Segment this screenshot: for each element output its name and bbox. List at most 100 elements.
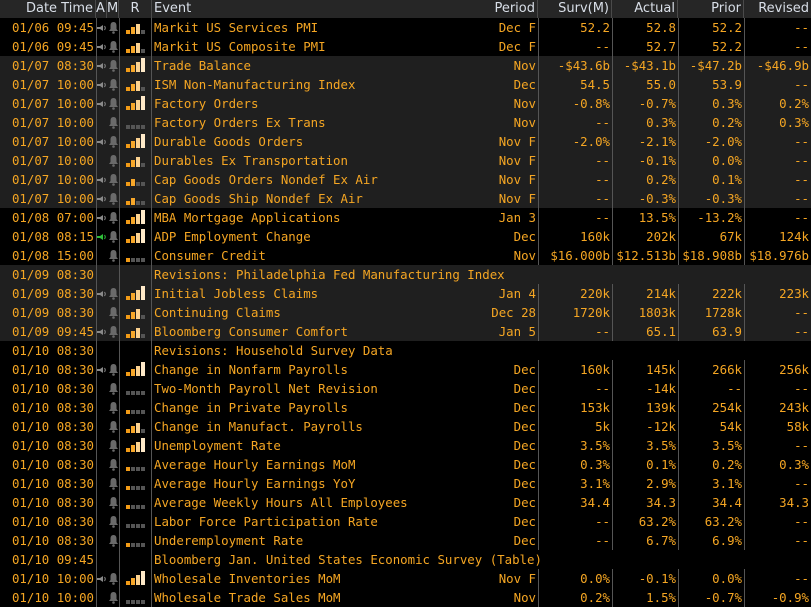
col-header-monitor[interactable]: M xyxy=(107,0,119,18)
event-name[interactable]: ADP Employment Change xyxy=(154,229,311,244)
table-row[interactable]: 01/09 08:30 Revisions: Philadelphia Fed M… xyxy=(0,265,811,284)
col-header-alert[interactable]: A xyxy=(96,0,107,18)
event-name[interactable]: Bloomberg Consumer Comfort xyxy=(154,324,348,339)
event-name[interactable]: Bloomberg Jan. United States Economic Su… xyxy=(154,552,542,567)
event-name[interactable]: MBA Mortgage Applications xyxy=(154,210,341,225)
table-row[interactable]: 01/10 08:30 Average Weekly Hours All Empl… xyxy=(0,493,811,512)
table-row[interactable]: 01/10 08:30 Change in Nonfarm Payrolls Dec… xyxy=(0,360,811,379)
bell-icon[interactable] xyxy=(107,322,119,341)
event-name[interactable]: Revisions: Philadelphia Fed Manufacturin… xyxy=(154,267,505,282)
table-row[interactable]: 01/08 08:15 ADP Employment Change Dec 160k 2… xyxy=(0,227,811,246)
bell-icon[interactable] xyxy=(107,132,119,151)
event-name[interactable]: Trade Balance xyxy=(154,58,251,73)
speaker-icon[interactable] xyxy=(96,56,107,75)
speaker-icon[interactable] xyxy=(96,227,107,246)
bell-icon[interactable] xyxy=(107,75,119,94)
event-name[interactable]: Average Hourly Earnings YoY xyxy=(154,476,356,491)
event-name[interactable]: Consumer Credit xyxy=(154,248,266,263)
speaker-icon[interactable] xyxy=(96,436,107,455)
event-name[interactable]: Durable Goods Orders xyxy=(154,134,304,149)
speaker-icon[interactable] xyxy=(96,208,107,227)
table-row[interactable]: 01/07 10:00 ISM Non-Manufacturing Index De… xyxy=(0,75,811,94)
table-row[interactable]: 01/07 10:00 Cap Goods Orders Nondef Ex Ai… xyxy=(0,170,811,189)
table-row[interactable]: 01/10 08:30 Average Hourly Earnings YoY De… xyxy=(0,474,811,493)
speaker-icon[interactable] xyxy=(96,531,107,550)
speaker-icon[interactable] xyxy=(96,512,107,531)
table-row[interactable]: 01/10 08:30 Revisions: Household Survey D… xyxy=(0,341,811,360)
event-name[interactable]: Revisions: Household Survey Data xyxy=(154,343,393,358)
speaker-icon[interactable] xyxy=(96,303,107,322)
table-row[interactable]: 01/10 08:30 Unemployment Rate Dec 3.5% 3.5% 3… xyxy=(0,436,811,455)
table-row[interactable]: 01/10 08:30 Change in Private Payrolls Dec… xyxy=(0,398,811,417)
col-header-revised[interactable]: Revised xyxy=(758,1,809,16)
bell-icon[interactable] xyxy=(107,360,119,379)
speaker-icon[interactable] xyxy=(96,417,107,436)
speaker-icon[interactable] xyxy=(96,284,107,303)
table-row[interactable]: 01/07 10:00 Durables Ex Transportation Nov… xyxy=(0,151,811,170)
table-row[interactable]: 01/10 08:30 Underemployment Rate Dec -- 6.7%… xyxy=(0,531,811,550)
speaker-icon[interactable] xyxy=(96,37,107,56)
bell-icon[interactable] xyxy=(107,151,119,170)
bell-icon[interactable] xyxy=(107,474,119,493)
table-row[interactable]: 01/09 09:45 Bloomberg Consumer Comfort Jan… xyxy=(0,322,811,341)
col-header-period[interactable]: Period xyxy=(480,0,538,18)
col-header-relevance[interactable]: R xyxy=(119,0,152,18)
speaker-icon[interactable] xyxy=(96,398,107,417)
speaker-icon[interactable] xyxy=(96,94,107,113)
bell-icon[interactable] xyxy=(107,417,119,436)
bell-icon[interactable] xyxy=(107,493,119,512)
table-row[interactable]: 01/07 10:00 Factory Orders Ex Trans Nov -- 0… xyxy=(0,113,811,132)
speaker-icon[interactable] xyxy=(96,569,107,588)
speaker-icon[interactable] xyxy=(96,170,107,189)
event-name[interactable]: Change in Nonfarm Payrolls xyxy=(154,362,348,377)
speaker-icon[interactable] xyxy=(96,379,107,398)
event-name[interactable]: ISM Non-Manufacturing Index xyxy=(154,77,356,92)
bell-icon[interactable] xyxy=(107,113,119,132)
event-name[interactable]: Markit US Composite PMI xyxy=(154,39,326,54)
bell-icon[interactable] xyxy=(107,227,119,246)
table-row[interactable]: 01/10 09:45 Bloomberg Jan. United States … xyxy=(0,550,811,569)
event-name[interactable]: Average Hourly Earnings MoM xyxy=(154,457,356,472)
table-row[interactable]: 01/10 08:30 Labor Force Participation Rat… xyxy=(0,512,811,531)
bell-icon[interactable] xyxy=(107,189,119,208)
event-name[interactable]: Underemployment Rate xyxy=(154,533,304,548)
event-name[interactable]: Markit US Services PMI xyxy=(154,20,319,35)
speaker-icon[interactable] xyxy=(96,18,107,37)
bell-icon[interactable] xyxy=(107,246,119,265)
bell-icon[interactable] xyxy=(107,379,119,398)
table-row[interactable]: 01/07 10:00 Cap Goods Ship Nondef Ex Air N… xyxy=(0,189,811,208)
event-name[interactable]: Two-Month Payroll Net Revision xyxy=(154,381,378,396)
speaker-icon[interactable] xyxy=(96,360,107,379)
event-name[interactable]: Wholesale Trade Sales MoM xyxy=(154,590,341,605)
event-name[interactable]: Initial Jobless Claims xyxy=(154,286,319,301)
event-name[interactable]: Factory Orders Ex Trans xyxy=(154,115,326,130)
table-row[interactable]: 01/09 08:30 Initial Jobless Claims Jan 4 22… xyxy=(0,284,811,303)
bell-icon[interactable] xyxy=(107,455,119,474)
speaker-icon[interactable] xyxy=(96,113,107,132)
bell-icon[interactable] xyxy=(107,94,119,113)
table-row[interactable]: 01/10 10:00 Wholesale Inventories MoM Nov … xyxy=(0,569,811,588)
table-row[interactable]: 01/08 07:00 MBA Mortgage Applications Jan … xyxy=(0,208,811,227)
event-name[interactable]: Change in Manufact. Payrolls xyxy=(154,419,363,434)
col-header-event[interactable]: Event xyxy=(154,1,192,16)
table-row[interactable]: 01/07 10:00 Factory Orders Nov -0.8% -0.7% 0.… xyxy=(0,94,811,113)
col-header-actual[interactable]: Actual xyxy=(612,0,678,18)
table-row[interactable]: 01/07 10:00 Durable Goods Orders Nov F -2.0… xyxy=(0,132,811,151)
col-header-date-time[interactable]: Date Time xyxy=(0,0,96,18)
speaker-icon[interactable] xyxy=(96,246,107,265)
speaker-icon[interactable] xyxy=(96,588,107,607)
event-name[interactable]: Wholesale Inventories MoM xyxy=(154,571,341,586)
table-row[interactable]: 01/09 08:30 Continuing Claims Dec 28 1720k 1… xyxy=(0,303,811,322)
bell-icon[interactable] xyxy=(107,37,119,56)
speaker-icon[interactable] xyxy=(96,75,107,94)
bell-icon[interactable] xyxy=(107,170,119,189)
event-name[interactable]: Cap Goods Orders Nondef Ex Air xyxy=(154,172,378,187)
table-row[interactable]: 01/10 08:30 Change in Manufact. Payrolls D… xyxy=(0,417,811,436)
bell-icon[interactable] xyxy=(107,284,119,303)
speaker-icon[interactable] xyxy=(96,474,107,493)
speaker-icon[interactable] xyxy=(96,151,107,170)
table-row[interactable]: 01/06 09:45 Markit US Composite PMI Dec F-… xyxy=(0,37,811,56)
table-row[interactable]: 01/08 15:00 Consumer Credit Nov $16.000b $12… xyxy=(0,246,811,265)
speaker-icon[interactable] xyxy=(96,132,107,151)
bell-icon[interactable] xyxy=(107,512,119,531)
